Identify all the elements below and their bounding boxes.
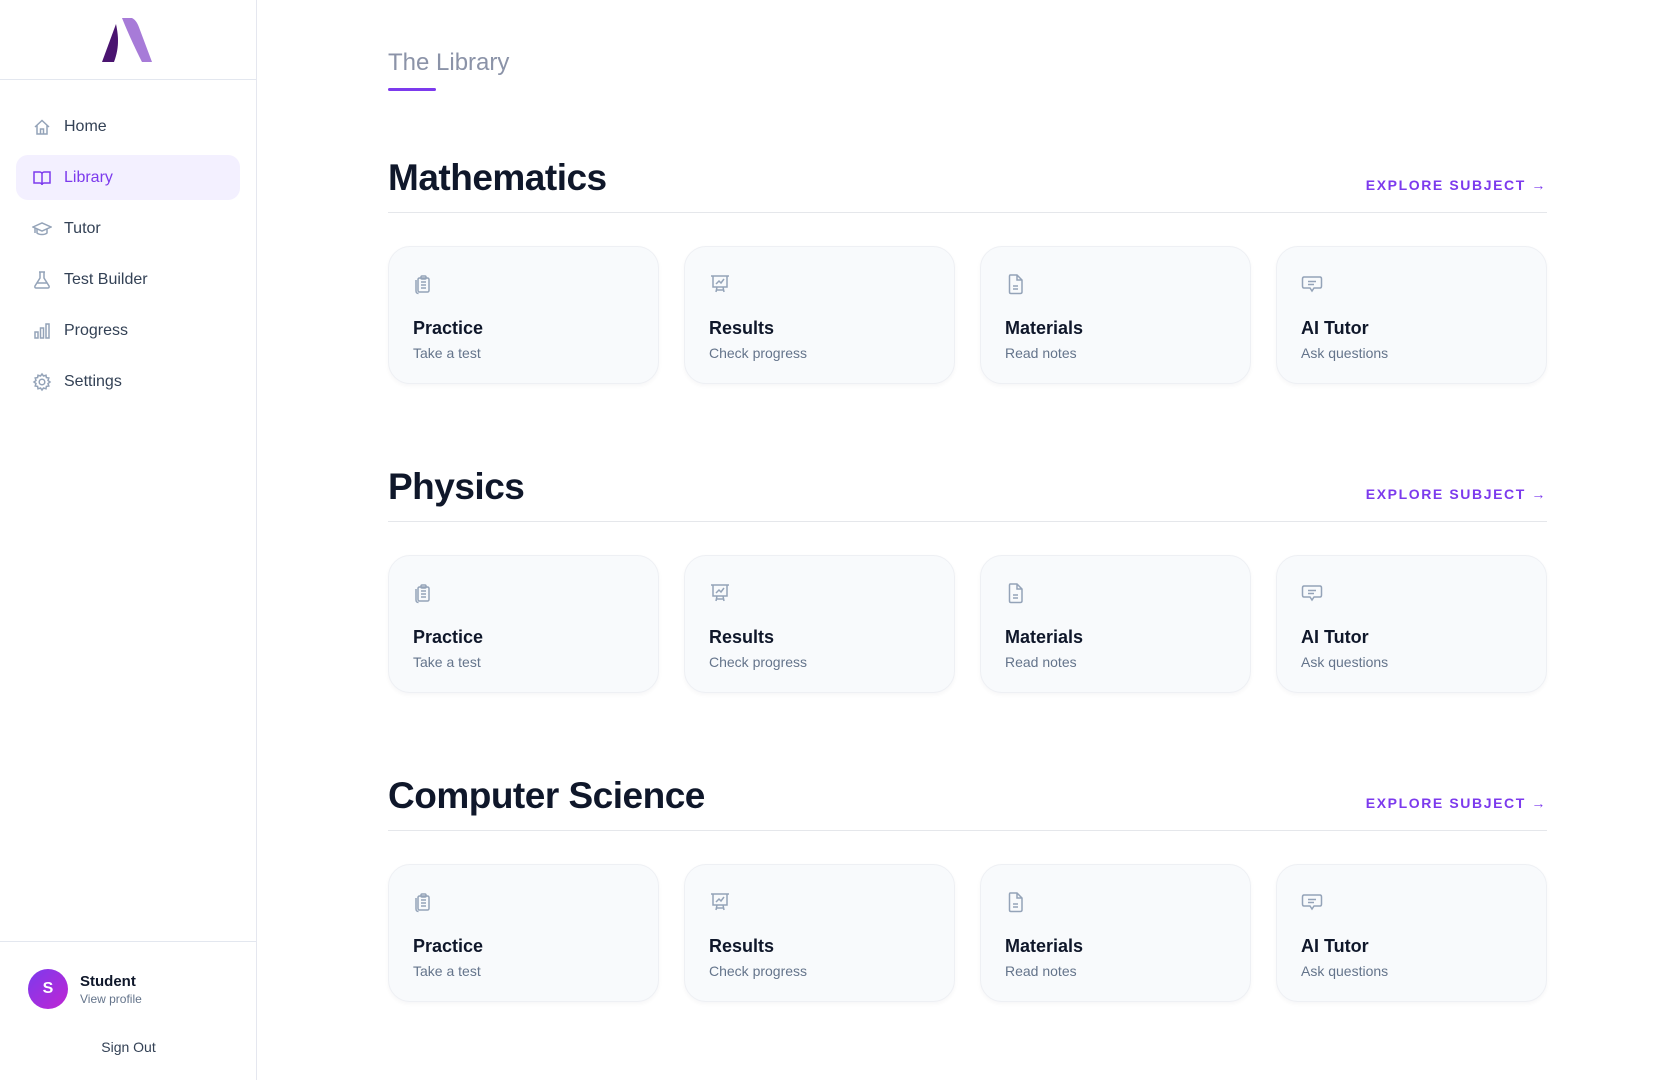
subject-title: Computer Science bbox=[388, 775, 705, 816]
card-title: Materials bbox=[1005, 936, 1084, 956]
card-row: Practice Take a test Results Check progress… bbox=[388, 555, 1547, 693]
document-icon bbox=[1008, 892, 1023, 913]
presentation-chart-icon bbox=[711, 275, 729, 293]
sidebar-divider bbox=[0, 79, 256, 80]
title-underline bbox=[388, 88, 436, 91]
card-title: Results bbox=[709, 318, 775, 338]
bar-chart-icon bbox=[34, 322, 50, 339]
card-materials[interactable]: Materials Read notes bbox=[980, 864, 1251, 1002]
sidebar-item-tutor[interactable]: Tutor bbox=[16, 206, 240, 251]
sidebar-nav: Home Library Tutor Test Builder Progress Sett… bbox=[16, 104, 240, 410]
card-materials[interactable]: Materials Read notes bbox=[980, 246, 1251, 384]
sidebar: Home Library Tutor Test Builder Progress Sett… bbox=[0, 0, 257, 1080]
card-title: AI Tutor bbox=[1301, 936, 1369, 956]
clipboard-icon bbox=[415, 584, 430, 604]
document-icon bbox=[1008, 583, 1023, 604]
card-title: Materials bbox=[1005, 627, 1084, 647]
card-title: Materials bbox=[1005, 318, 1084, 338]
flask-icon bbox=[34, 270, 50, 289]
sidebar-item-label: Home bbox=[64, 117, 107, 135]
explore-subject-link[interactable]: EXPLORE SUBJECT → bbox=[1365, 795, 1547, 811]
card-title: Results bbox=[709, 627, 775, 647]
sidebar-divider bbox=[0, 941, 256, 942]
card-subtitle: Check progress bbox=[709, 345, 808, 361]
sidebar-item-settings[interactable]: Settings bbox=[16, 359, 240, 404]
profile-name: Student bbox=[80, 972, 136, 990]
subject-title: Physics bbox=[388, 466, 525, 507]
card-practice[interactable]: Practice Take a test bbox=[388, 864, 659, 1002]
card-subtitle: Ask questions bbox=[1301, 963, 1389, 979]
gear-icon bbox=[32, 372, 52, 391]
subject-section: Physics EXPLORE SUBJECT → Practice Take a t… bbox=[388, 456, 1547, 693]
graduation-cap-icon bbox=[32, 221, 52, 235]
explore-subject-link[interactable]: EXPLORE SUBJECT → bbox=[1365, 486, 1547, 502]
sidebar-item-label: Tutor bbox=[64, 219, 101, 237]
card-results[interactable]: Results Check progress bbox=[684, 864, 955, 1002]
sidebar-item-label: Progress bbox=[64, 321, 129, 339]
card-subtitle: Read notes bbox=[1005, 963, 1077, 979]
subject-title: Mathematics bbox=[388, 157, 607, 198]
home-icon bbox=[34, 118, 50, 135]
sidebar-item-library[interactable]: Library bbox=[16, 155, 240, 200]
explore-subject-link[interactable]: EXPLORE SUBJECT → bbox=[1365, 177, 1547, 193]
card-title: AI Tutor bbox=[1301, 627, 1369, 647]
card-row: Practice Take a test Results Check progress… bbox=[388, 864, 1547, 1002]
card-title: AI Tutor bbox=[1301, 318, 1369, 338]
section-header: Computer Science EXPLORE SUBJECT → bbox=[388, 765, 1547, 831]
section-header: Physics EXPLORE SUBJECT → bbox=[388, 456, 1547, 522]
card-title: Results bbox=[709, 936, 775, 956]
sidebar-item-home[interactable]: Home bbox=[16, 104, 240, 149]
clipboard-icon bbox=[415, 893, 430, 913]
card-subtitle: Ask questions bbox=[1301, 345, 1389, 361]
card-title: Practice bbox=[413, 627, 484, 647]
card-practice[interactable]: Practice Take a test bbox=[388, 246, 659, 384]
card-subtitle: Read notes bbox=[1005, 654, 1077, 670]
card-ai-tutor[interactable]: AI Tutor Ask questions bbox=[1276, 864, 1547, 1002]
chat-icon bbox=[1301, 276, 1323, 293]
card-ai-tutor[interactable]: AI Tutor Ask questions bbox=[1276, 555, 1547, 693]
card-subtitle: Read notes bbox=[1005, 345, 1077, 361]
card-practice[interactable]: Practice Take a test bbox=[388, 555, 659, 693]
sidebar-item-progress[interactable]: Progress bbox=[16, 308, 240, 353]
card-results[interactable]: Results Check progress bbox=[684, 555, 955, 693]
document-icon bbox=[1008, 274, 1023, 295]
profile[interactable]: S Student View profile bbox=[28, 969, 142, 1009]
section-header: Mathematics EXPLORE SUBJECT → bbox=[388, 147, 1547, 213]
page-title: The Library bbox=[388, 49, 510, 76]
card-title: Practice bbox=[413, 936, 484, 956]
app-logo[interactable] bbox=[100, 16, 154, 62]
card-row: Practice Take a test Results Check progress… bbox=[388, 246, 1547, 384]
card-subtitle: Ask questions bbox=[1301, 654, 1389, 670]
sign-out-button[interactable]: Sign Out bbox=[101, 1039, 156, 1055]
card-materials[interactable]: Materials Read notes bbox=[980, 555, 1251, 693]
subject-section: Computer Science EXPLORE SUBJECT → Practic… bbox=[388, 765, 1547, 1002]
card-results[interactable]: Results Check progress bbox=[684, 246, 955, 384]
sidebar-item-label: Test Builder bbox=[64, 270, 148, 288]
chat-icon bbox=[1301, 585, 1323, 602]
card-subtitle: Take a test bbox=[413, 345, 481, 361]
avatar[interactable]: S bbox=[28, 969, 68, 1009]
sidebar-item-test-builder[interactable]: Test Builder bbox=[16, 257, 240, 302]
card-subtitle: Check progress bbox=[709, 963, 808, 979]
presentation-chart-icon bbox=[711, 584, 729, 602]
view-profile-link[interactable]: View profile bbox=[80, 991, 142, 1006]
clipboard-icon bbox=[415, 275, 430, 295]
card-ai-tutor[interactable]: AI Tutor Ask questions bbox=[1276, 246, 1547, 384]
book-icon bbox=[33, 170, 51, 185]
sidebar-item-label: Library bbox=[64, 168, 113, 186]
card-subtitle: Take a test bbox=[413, 654, 481, 670]
presentation-chart-icon bbox=[711, 893, 729, 911]
card-subtitle: Take a test bbox=[413, 963, 481, 979]
chat-icon bbox=[1301, 894, 1323, 911]
card-title: Practice bbox=[413, 318, 484, 338]
sidebar-item-label: Settings bbox=[64, 372, 122, 390]
subject-section: Mathematics EXPLORE SUBJECT → Practice Take… bbox=[388, 147, 1547, 384]
card-subtitle: Check progress bbox=[709, 654, 808, 670]
